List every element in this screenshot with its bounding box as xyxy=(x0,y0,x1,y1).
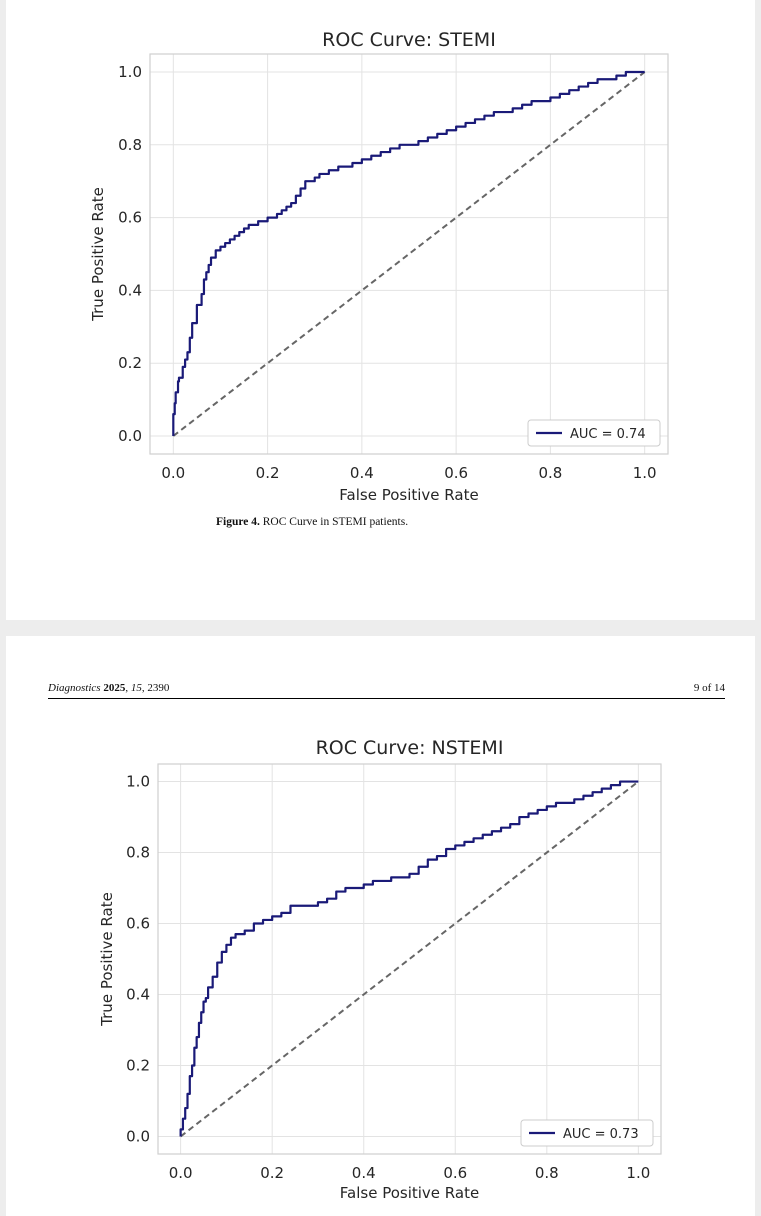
x-tick-label: 0.4 xyxy=(350,464,374,482)
x-tick-label: 0.0 xyxy=(169,1164,193,1182)
x-tick-label: 0.2 xyxy=(260,1164,284,1182)
chance-diagonal-line xyxy=(172,71,646,437)
y-tick-label: 0.0 xyxy=(118,427,142,445)
y-axis-label: True Positive Rate xyxy=(98,892,116,1027)
x-axis-label: False Positive Rate xyxy=(339,486,478,504)
x-axis-label: False Positive Rate xyxy=(340,1184,479,1202)
plot-frame xyxy=(157,763,662,1155)
y-tick-label: 0.8 xyxy=(126,844,150,862)
page-header: Diagnostics 2025, 15, 2390 9 of 14 xyxy=(48,680,725,699)
legend-label: AUC = 0.74 xyxy=(570,427,646,442)
chance-diagonal-line xyxy=(180,780,639,1138)
figure-caption-text: ROC Curve in STEMI patients. xyxy=(259,516,409,528)
roc-curve-line xyxy=(172,70,645,436)
x-tick-label: 0.4 xyxy=(352,1164,376,1182)
x-tick-label: 0.6 xyxy=(444,464,468,482)
y-axis-label: True Positive Rate xyxy=(89,187,107,322)
page-bottom: Diagnostics 2025, 15, 2390 9 of 14 ROC C… xyxy=(6,636,755,1216)
roc-curve-line xyxy=(179,780,639,1137)
chart-title: ROC Curve: STEMI xyxy=(322,29,496,51)
x-tick-label: 0.2 xyxy=(256,464,280,482)
y-tick-label: 0.6 xyxy=(126,915,150,933)
x-tick-label: 0.8 xyxy=(535,1164,559,1182)
y-tick-label: 0.8 xyxy=(118,136,142,154)
journal-name: Diagnostics xyxy=(48,682,101,694)
y-tick-label: 0.4 xyxy=(118,281,142,299)
journal-article: 2390 xyxy=(147,682,170,694)
y-tick-label: 1.0 xyxy=(126,773,150,791)
y-tick-label: 0.2 xyxy=(126,1056,150,1074)
legend-box xyxy=(527,419,661,447)
nstemi-roc-chart: ROC Curve: NSTEMI 0.0 0.2 0.4 0.6 0.8 1.0 0.0 0.… xyxy=(98,737,662,1202)
y-tick-label: 0.6 xyxy=(118,209,142,227)
x-tick-label: 1.0 xyxy=(626,1164,650,1182)
page-top: ROC Curve: STEMI 0.0 0.2 0.4 0.6 0.8 1.0 0.0 0.2… xyxy=(6,0,755,620)
x-tick-label: 1.0 xyxy=(633,464,657,482)
legend-label: AUC = 0.73 xyxy=(563,1127,639,1142)
legend-box xyxy=(520,1119,654,1147)
figure-caption: Figure 4. ROC Curve in STEMI patients. xyxy=(216,516,408,528)
page-number: 9 of 14 xyxy=(693,682,725,694)
stemi-roc-chart: ROC Curve: STEMI 0.0 0.2 0.4 0.6 0.8 1.0 0.0 0.2… xyxy=(89,29,669,504)
y-tick-label: 0.0 xyxy=(126,1127,150,1145)
plot-frame xyxy=(149,53,669,455)
figure-caption-label: Figure 4. xyxy=(216,516,260,528)
x-tick-label: 0.0 xyxy=(161,464,185,482)
journal-year: 2025 xyxy=(103,682,126,694)
x-tick-label: 0.6 xyxy=(443,1164,467,1182)
chart-title: ROC Curve: NSTEMI xyxy=(316,737,504,759)
y-tick-label: 0.2 xyxy=(118,354,142,372)
x-tick-label: 0.8 xyxy=(538,464,562,482)
y-tick-label: 0.4 xyxy=(126,985,150,1003)
y-tick-label: 1.0 xyxy=(118,63,142,81)
journal-volume: 15 xyxy=(130,682,142,694)
journal-citation: Diagnostics 2025, 15, 2390 xyxy=(48,682,170,694)
